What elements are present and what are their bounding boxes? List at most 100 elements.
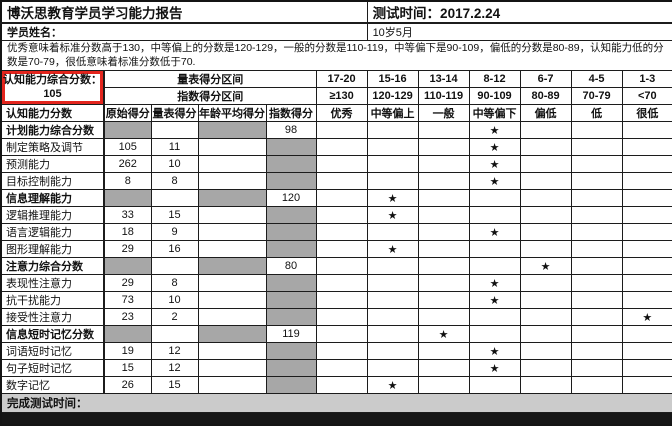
cell-index-score [265, 206, 317, 225]
range-cell [417, 240, 470, 259]
star-marker: ★ [468, 172, 521, 191]
scale-range-header: 15-16 [366, 70, 419, 89]
report-table: 博沃思教育学员学习能力报告 测试时间：2017.2.24 学员姓名： 10岁5月… [0, 0, 672, 427]
range-cell [417, 308, 470, 327]
range-cell [468, 376, 521, 395]
range-cell [519, 121, 572, 140]
range-cell [366, 223, 419, 242]
star-marker: ★ [468, 223, 521, 242]
star-marker: ★ [621, 308, 672, 327]
range-cell [570, 189, 623, 208]
cell-age-avg-score [197, 359, 267, 378]
star-marker: ★ [468, 274, 521, 293]
scale-range-row: 认知能力综合分数： 105 量表得分区间 17-20 15-16 13-14 8-12… [0, 70, 672, 106]
range-cell [417, 359, 470, 378]
range-cell [621, 257, 672, 276]
range-cell [519, 189, 572, 208]
index-range-header: 70-79 [570, 87, 623, 106]
cell-raw-score: 26 [103, 376, 152, 395]
cell-scale-score: 9 [150, 223, 199, 242]
range-cell [570, 155, 623, 174]
scale-range-header: 4-5 [570, 70, 623, 89]
row-header-label: 认知能力分数 [0, 104, 105, 123]
range-cell [621, 189, 672, 208]
range-cell [315, 121, 368, 140]
range-cell [417, 342, 470, 361]
col-age-avg-score: 年龄平均得分 [197, 104, 267, 123]
range-cell [621, 342, 672, 361]
cell-scale-score: 10 [150, 155, 199, 174]
scale-band-label: 量表得分区间 [103, 70, 317, 89]
range-cell [417, 172, 470, 191]
range-cell [570, 257, 623, 276]
range-cell [570, 376, 623, 395]
composite-score-value: 105 [43, 87, 62, 100]
range-cell [315, 189, 368, 208]
range-cell [315, 325, 368, 344]
range-cell [366, 257, 419, 276]
range-cell [468, 206, 521, 225]
category-header: 一般 [417, 104, 470, 123]
cell-scale-score: 8 [150, 274, 199, 293]
cell-index-score [265, 138, 317, 157]
range-cell [519, 359, 572, 378]
cell-scale-score [150, 121, 199, 140]
table-row: 信息理解能力 120 ★ [0, 189, 672, 208]
range-cell [621, 138, 672, 157]
range-cell [570, 359, 623, 378]
star-marker: ★ [468, 121, 521, 140]
footer-row: 完成测试时间： [0, 393, 672, 414]
cell-raw-score: 105 [103, 138, 152, 157]
range-cell [570, 308, 623, 327]
range-cell [519, 274, 572, 293]
range-cell [366, 308, 419, 327]
cell-index-score: 98 [265, 121, 317, 140]
scale-range-header: 8-12 [468, 70, 521, 89]
range-cell [315, 138, 368, 157]
cell-raw-score: 73 [103, 291, 152, 310]
score-legend-note: 优秀意味着标准分数高于130，中等偏上的分数是120-129，一般的分数是110… [0, 39, 672, 72]
category-header: 中等偏上 [366, 104, 419, 123]
range-cell [315, 172, 368, 191]
cell-raw-score: 8 [103, 172, 152, 191]
range-cell [621, 325, 672, 344]
cell-age-avg-score [197, 138, 267, 157]
cell-scale-score: 11 [150, 138, 199, 157]
range-cell [519, 291, 572, 310]
cell-index-score [265, 172, 317, 191]
cell-raw-score: 18 [103, 223, 152, 242]
cell-raw-score: 33 [103, 206, 152, 225]
ability-label: 注意力综合分数 [0, 257, 105, 276]
range-cell [366, 155, 419, 174]
range-cell [468, 325, 521, 344]
range-cell [519, 155, 572, 174]
range-cell [621, 359, 672, 378]
range-cell [570, 274, 623, 293]
range-cell [417, 206, 470, 225]
range-cell [315, 291, 368, 310]
cell-age-avg-score [197, 257, 267, 276]
range-cell [417, 274, 470, 293]
range-cell [366, 172, 419, 191]
cell-scale-score: 8 [150, 172, 199, 191]
ability-label: 抗干扰能力 [0, 291, 105, 310]
cell-raw-score: 29 [103, 274, 152, 293]
table-row: 词语短时记忆 19 12 ★ [0, 342, 672, 361]
range-cell [468, 240, 521, 259]
ability-label: 词语短时记忆 [0, 342, 105, 361]
range-cell [621, 376, 672, 395]
cell-index-score [265, 240, 317, 259]
range-cell [570, 325, 623, 344]
cell-raw-score [103, 325, 152, 344]
star-marker: ★ [417, 325, 470, 344]
cell-scale-score: 12 [150, 359, 199, 378]
range-cell [366, 342, 419, 361]
scale-range-header: 17-20 [315, 70, 368, 89]
range-cell [366, 121, 419, 140]
scale-range-header: 1-3 [621, 70, 672, 89]
ability-label: 语言逻辑能力 [0, 223, 105, 242]
cell-raw-score: 15 [103, 359, 152, 378]
table-row: 句子短时记忆 15 12 ★ [0, 359, 672, 378]
col-raw-score: 原始得分 [103, 104, 152, 123]
range-cell [519, 206, 572, 225]
